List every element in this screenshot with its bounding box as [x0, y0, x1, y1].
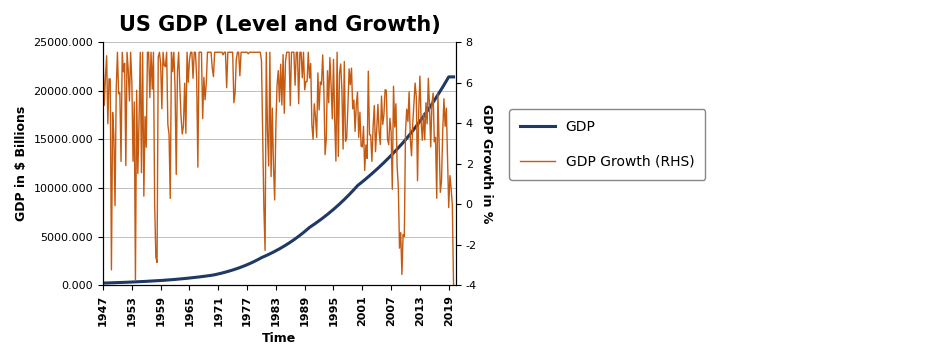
Y-axis label: GDP in $ Billions: GDP in $ Billions — [15, 106, 28, 221]
GDP Growth (RHS) — [419, 138, 430, 142]
GDP Growth (RHS) — [448, 282, 459, 287]
GDP — [168, 277, 179, 282]
Line: GDP: GDP — [103, 77, 453, 283]
X-axis label: Time: Time — [263, 332, 297, 345]
Title: US GDP (Level and Growth): US GDP (Level and Growth) — [118, 15, 440, 35]
GDP — [391, 147, 402, 151]
GDP Growth (RHS) — [240, 50, 252, 54]
GDP Growth (RHS) — [406, 154, 417, 158]
GDP Growth (RHS) — [391, 163, 402, 168]
Y-axis label: GDP Growth in %: GDP Growth in % — [480, 104, 493, 224]
GDP — [448, 75, 459, 79]
Legend: GDP, GDP Growth (RHS): GDP, GDP Growth (RHS) — [509, 109, 706, 180]
GDP — [387, 152, 398, 156]
GDP Growth (RHS) — [97, 50, 108, 54]
GDP — [443, 75, 454, 79]
GDP — [240, 263, 252, 267]
GDP Growth (RHS) — [168, 50, 179, 54]
GDP — [419, 112, 430, 117]
GDP — [97, 281, 108, 285]
GDP — [406, 130, 417, 135]
GDP Growth (RHS) — [387, 187, 398, 192]
Line: GDP Growth (RHS): GDP Growth (RHS) — [103, 52, 453, 284]
